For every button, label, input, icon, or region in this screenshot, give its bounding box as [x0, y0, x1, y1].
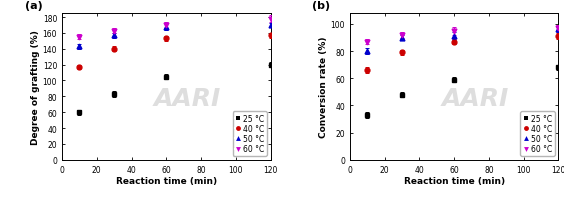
Y-axis label: Conversion rate (%): Conversion rate (%)	[319, 37, 328, 137]
Y-axis label: Degree of grafting (%): Degree of grafting (%)	[31, 30, 40, 144]
Legend: 25 °C, 40 °C, 50 °C, 60 °C: 25 °C, 40 °C, 50 °C, 60 °C	[232, 112, 267, 156]
X-axis label: Reaction time (min): Reaction time (min)	[403, 177, 505, 186]
Legend: 25 °C, 40 °C, 50 °C, 60 °C: 25 °C, 40 °C, 50 °C, 60 °C	[521, 112, 554, 156]
X-axis label: Reaction time (min): Reaction time (min)	[116, 177, 217, 186]
Text: (a): (a)	[24, 1, 42, 11]
Text: (b): (b)	[312, 1, 331, 11]
Text: AARI: AARI	[153, 87, 221, 111]
Text: AARI: AARI	[441, 87, 509, 111]
